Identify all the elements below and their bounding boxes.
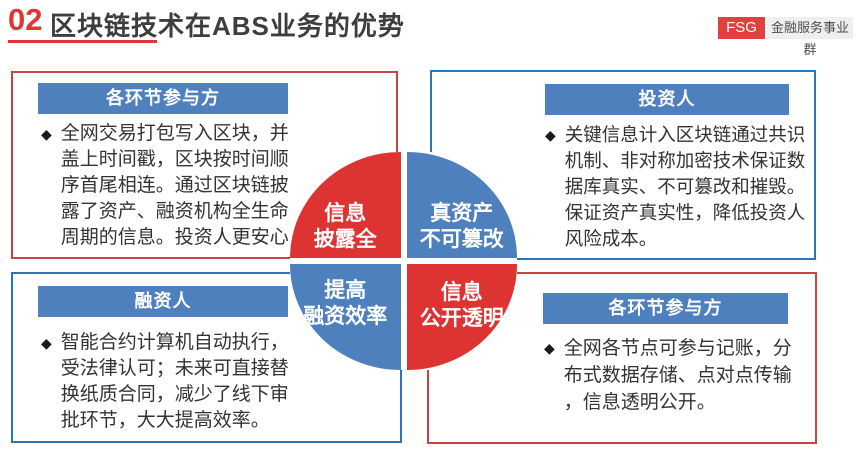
panel-text: 全网各节点可参与记账，分布式数据存储、点对点传输，信息透明公开。 xyxy=(563,338,792,413)
panel-header: 各环节参与方 xyxy=(38,83,288,114)
quadrant-label-line: 真资产 xyxy=(430,202,494,225)
panel-header: 投资人 xyxy=(545,84,789,115)
panel-body: ◆ 全网交易打包写入区块，并盖上时间戳，区块按时间顺序首尾相连。通过区块链披露了… xyxy=(41,121,298,251)
section-number: 02 xyxy=(8,2,43,37)
diamond-bullet-icon: ◆ xyxy=(544,340,555,356)
quadrant-label-line: 披露全 xyxy=(313,228,377,251)
page-title: 区块链技术在ABS业务的优势 xyxy=(50,11,405,41)
quadrant-label-line: 公开透明 xyxy=(419,307,504,330)
diamond-bullet-icon: ◆ xyxy=(545,127,556,143)
quadrant-info-transparency: 信息 公开透明 xyxy=(406,264,517,370)
diamond-bullet-icon: ◆ xyxy=(41,335,52,351)
quadrant-info-disclosure: 信息 披露全 xyxy=(290,152,401,258)
panel-body: ◆ 全网各节点可参与记账，分布式数据存储、点对点传输，信息透明公开。 xyxy=(544,335,801,416)
quadrant-true-assets: 真资产 不可篡改 xyxy=(406,152,517,258)
panel-header: 各环节参与方 xyxy=(543,293,788,324)
panel-text: 全网交易打包写入区块，并盖上时间戳，区块按时间顺序首尾相连。通过区块链披露了资产… xyxy=(60,123,289,248)
title-underline xyxy=(8,40,157,43)
quadrant-label-line: 不可篡改 xyxy=(419,228,504,251)
quadrant-label-line: 信息 xyxy=(324,202,367,225)
quadrant-circle-diagram: 信息 披露全 真资产 不可篡改 提高 融资效率 信息 公开透明 xyxy=(290,152,517,370)
division-name-badge: 金融服务事业群 xyxy=(767,17,853,57)
panel-text: 关键信息计入区块链通过共识机制、非对称加密技术保证数据库真实、不可篡改和摧毁。保… xyxy=(564,124,806,249)
quadrant-label-line: 信息 xyxy=(440,281,483,304)
panel-header: 融资人 xyxy=(38,286,288,317)
panel-text: 智能合约计算机自动执行，受法律认可；未来可直接替换纸质合同，减少了线下审批环节，… xyxy=(60,332,289,431)
panel-body: ◆ 智能合约计算机自动执行，受法律认可；未来可直接替换纸质合同，减少了线下审批环… xyxy=(41,330,298,434)
quadrant-label-line: 提高 xyxy=(324,279,367,302)
diamond-bullet-icon: ◆ xyxy=(41,126,52,142)
panel-body: ◆ 关键信息计入区块链通过共识机制、非对称加密技术保证数据库真实、不可篡改和摧毁… xyxy=(545,122,810,252)
quadrant-label-line: 融资效率 xyxy=(303,305,388,328)
fsg-logo-badge: FSG xyxy=(718,17,765,39)
quadrant-financing-efficiency: 提高 融资效率 xyxy=(290,264,401,370)
